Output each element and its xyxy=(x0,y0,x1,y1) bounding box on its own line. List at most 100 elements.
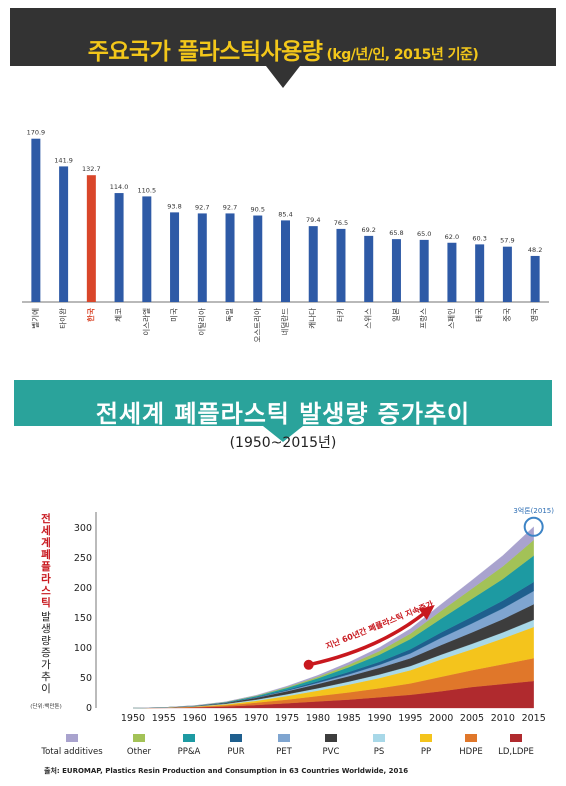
legend-label: PET xyxy=(276,747,292,757)
category-label: 이탈리아 xyxy=(196,308,206,336)
y-axis-title-char: 틱 xyxy=(41,596,51,609)
y-tick-label: 300 xyxy=(74,523,92,534)
bar xyxy=(59,166,69,302)
y-axis-title-char: 계 xyxy=(41,536,51,549)
y-tick-label: 200 xyxy=(74,583,92,594)
bar xyxy=(336,228,346,302)
category-label: 네덜란드 xyxy=(280,308,290,336)
banner-waste-background xyxy=(14,380,552,442)
legend-label: PUR xyxy=(227,747,244,757)
bar xyxy=(253,215,263,302)
category-label: 스위스 xyxy=(364,308,373,329)
y-axis-unit: (단위:백만톤) xyxy=(30,702,61,710)
legend-label: Total additives xyxy=(40,747,103,757)
legend-swatch xyxy=(133,734,145,742)
y-tick-label: 50 xyxy=(80,673,92,684)
bar xyxy=(530,255,540,302)
bar-value-label: 170.9 xyxy=(27,129,46,137)
bar xyxy=(502,246,512,302)
bar-value-label: 92.7 xyxy=(223,203,237,211)
bar-value-label: 62.0 xyxy=(445,233,459,241)
bar xyxy=(475,244,485,302)
category-label: 캐나다 xyxy=(308,308,317,329)
chart2-subtitle: (1950~2015년) xyxy=(229,435,337,451)
x-tick-label: 1965 xyxy=(213,713,237,724)
category-label: 오스트리아 xyxy=(252,308,262,343)
legend-label: PP xyxy=(421,747,431,757)
category-label: 영국 xyxy=(529,308,539,322)
bar xyxy=(364,235,374,302)
category-label: 이스라엘 xyxy=(141,308,151,336)
y-axis-title-char: 플 xyxy=(41,561,51,573)
x-tick-label: 1995 xyxy=(398,713,422,724)
y-axis-title-char: 스 xyxy=(41,585,51,597)
bar-value-label: 90.5 xyxy=(251,206,265,214)
x-tick-label: 1955 xyxy=(152,713,176,724)
bar-value-label: 114.0 xyxy=(110,183,129,191)
x-tick-label: 1985 xyxy=(337,713,361,724)
x-tick-label: 1975 xyxy=(275,713,299,724)
legend-swatch xyxy=(465,734,477,742)
bar-value-label: 65.8 xyxy=(389,229,403,237)
y-axis-title-char: 추 xyxy=(41,671,51,683)
legend-swatch xyxy=(230,734,242,742)
category-label: 체코 xyxy=(113,308,123,322)
banner-usage-title: 주요국가 플라스틱사용량 (kg/년/인, 2015년 기준) xyxy=(10,8,556,88)
bar-value-label: 65.0 xyxy=(417,230,431,238)
source-note: 출처: EUROMAP, Plastics Resin Production a… xyxy=(44,767,409,775)
bar xyxy=(114,193,124,302)
legend-swatch xyxy=(278,734,290,742)
x-tick-label: 2005 xyxy=(460,713,484,724)
x-tick-label: 1980 xyxy=(306,713,330,724)
legend-swatch xyxy=(183,734,195,742)
legend-label: PVC xyxy=(323,747,340,757)
bar xyxy=(447,242,457,302)
y-axis-title-char: 라 xyxy=(41,572,51,585)
area-series xyxy=(132,526,534,709)
legend-label: HDPE xyxy=(459,747,482,757)
bar-value-label: 85.4 xyxy=(278,210,292,218)
bar xyxy=(308,226,318,302)
bar-value-label: 69.2 xyxy=(361,226,375,234)
category-label: 중국 xyxy=(502,308,511,322)
bar xyxy=(419,239,429,302)
bar-value-label: 76.5 xyxy=(334,219,348,227)
y-axis-title-char: 전 xyxy=(41,512,51,525)
legend-label: Other xyxy=(127,747,152,757)
legend-swatch xyxy=(373,734,385,742)
category-label: 한국 xyxy=(85,308,95,322)
bar-value-label: 60.3 xyxy=(472,234,486,242)
bar-value-label: 79.4 xyxy=(306,216,320,224)
category-label: 미국 xyxy=(170,308,179,322)
x-tick-label: 2015 xyxy=(522,713,546,724)
bar xyxy=(281,220,290,302)
bar-value-label: 141.9 xyxy=(54,156,73,164)
trend-arrow xyxy=(308,610,427,667)
bar xyxy=(197,213,207,302)
y-tick-label: 150 xyxy=(74,613,92,624)
bar-value-label: 110.5 xyxy=(138,186,157,194)
banner-waste-title: 전세계 폐플라스틱 발생량 증가추이 (1950~2015년) xyxy=(14,380,552,468)
bar xyxy=(170,212,180,302)
y-tick-label: 100 xyxy=(74,643,92,654)
y-axis-title-char: 량 xyxy=(41,635,51,647)
x-tick-label: 1950 xyxy=(121,713,145,724)
bar-value-label: 48.2 xyxy=(528,246,542,254)
chart2-title: 전세계 폐플라스틱 발생량 증가추이 xyxy=(95,400,471,428)
x-tick-label: 2000 xyxy=(429,713,453,724)
y-axis-title-char: 세 xyxy=(41,524,51,537)
chart1-title: 주요국가 플라스틱사용량 (kg/년/인, 2015년 기준) xyxy=(10,32,556,66)
bar xyxy=(391,239,401,302)
x-tick-label: 1970 xyxy=(244,713,268,724)
y-axis-title-char: 발 xyxy=(41,611,51,623)
bar-value-label: 132.7 xyxy=(82,165,101,173)
peak-marker xyxy=(523,516,544,537)
waste-area-chart: 0 50 100 150 200 250 300 1950 1955 1960 1965 1970 19… xyxy=(30,507,554,757)
chart1-title-text: 주요국가 플라스틱사용량 xyxy=(87,39,323,65)
category-label: 타이완 xyxy=(58,308,68,329)
bar-value-label: 57.9 xyxy=(500,237,514,245)
banner-usage-background xyxy=(10,8,556,88)
y-axis-title-char: 생 xyxy=(41,623,51,635)
bar-value-label: 92.7 xyxy=(195,203,209,211)
